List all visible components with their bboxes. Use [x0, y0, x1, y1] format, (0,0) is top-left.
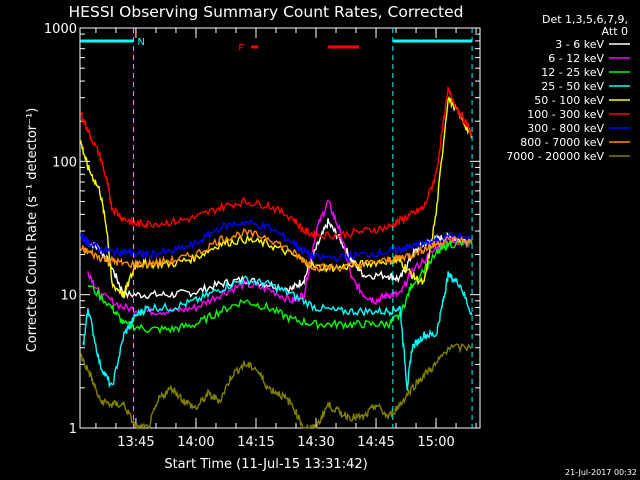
x-tick-label: 15:00 — [417, 435, 454, 450]
annotation-layer: NF — [80, 28, 473, 428]
x-tick-label: 14:30 — [297, 435, 334, 450]
legend-entry-label: 800 - 7000 keV — [520, 136, 604, 149]
series-line — [80, 95, 473, 299]
series-line — [80, 343, 473, 431]
series-line — [80, 85, 473, 242]
x-tick-label: 14:15 — [237, 435, 274, 450]
flare-label: F — [238, 43, 244, 54]
y-tick-label: 1 — [69, 422, 77, 437]
y-tick-label: 10 — [60, 289, 77, 304]
x-tick-label: 14:45 — [357, 435, 394, 450]
legend-entry-label: 50 - 100 keV — [534, 94, 604, 107]
series-line — [87, 199, 473, 317]
x-axis-label: Start Time (11-Jul-15 13:31:42) — [164, 457, 367, 472]
legend-entry-label: 3 - 6 keV — [555, 38, 604, 51]
footer-date: 21-Jul-2017 00:32 — [565, 468, 637, 477]
series-line — [80, 219, 473, 263]
x-tick-label: 14:00 — [177, 435, 214, 450]
legend-entry-label: 100 - 300 keV — [527, 108, 604, 121]
series-layer — [80, 85, 473, 431]
series-line — [80, 227, 473, 273]
axes: 1 10 100 1000 13:45 14:00 14:15 14:30 14:45 15:00 — [44, 22, 481, 450]
legend-header: Det 1,3,5,6,7,9, — [542, 13, 628, 26]
y-tick-label: 1000 — [44, 22, 77, 37]
plot-frame — [79, 27, 481, 429]
series-line — [87, 239, 473, 335]
x-tick-label: 13:45 — [117, 435, 154, 450]
chart-title: HESSI Observing Summary Count Rates, Cor… — [69, 3, 464, 21]
legend-header: Att 0 — [602, 25, 628, 38]
series-line — [82, 271, 473, 391]
legend-entry-label: 6 - 12 keV — [548, 52, 604, 65]
y-tick-label: 100 — [52, 155, 77, 170]
legend-entry-label: 7000 - 20000 keV — [506, 150, 604, 163]
y-axis-label: Corrected Count Rate (s⁻¹ detector⁻¹) — [25, 108, 40, 353]
night-label: N — [138, 37, 145, 48]
legend-entry-label: 300 - 800 keV — [527, 122, 604, 135]
legend-entry-label: 12 - 25 keV — [541, 66, 604, 79]
legend-entry-label: 25 - 50 keV — [541, 80, 604, 93]
